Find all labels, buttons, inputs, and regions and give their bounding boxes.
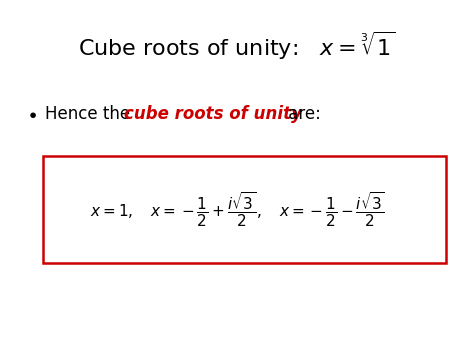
Text: $x = 1, \quad x = -\dfrac{1}{2}+\dfrac{i\sqrt{3}}{2}, \quad x = -\dfrac{1}{2}-\d: $x = 1, \quad x = -\dfrac{1}{2}+\dfrac{i… [90, 190, 384, 229]
Text: Cube roots of unity:   $x = \sqrt[3]{1}$: Cube roots of unity: $x = \sqrt[3]{1}$ [78, 30, 396, 62]
Text: cube roots of unity: cube roots of unity [124, 105, 302, 122]
Text: Hence the: Hence the [45, 105, 136, 122]
Text: are:: are: [283, 105, 321, 122]
Text: $\bullet$: $\bullet$ [26, 104, 37, 123]
